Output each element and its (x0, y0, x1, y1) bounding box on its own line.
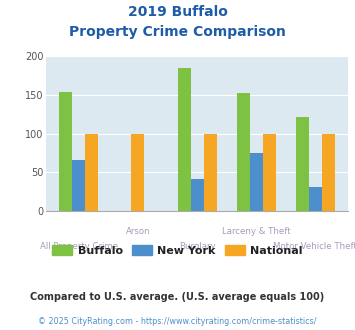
Legend: Buffalo, New York, National: Buffalo, New York, National (48, 240, 307, 260)
Bar (263, 134, 276, 211)
Bar (131, 134, 144, 211)
Text: Arson: Arson (126, 227, 150, 236)
Bar (59, 92, 72, 211)
Text: Motor Vehicle Theft: Motor Vehicle Theft (273, 242, 355, 251)
Text: All Property Crime: All Property Crime (40, 242, 118, 251)
Bar (191, 179, 203, 211)
Bar (72, 160, 85, 211)
Text: Larceny & Theft: Larceny & Theft (222, 227, 290, 236)
Bar (237, 93, 250, 211)
Bar (85, 134, 98, 211)
Text: © 2025 CityRating.com - https://www.cityrating.com/crime-statistics/: © 2025 CityRating.com - https://www.city… (38, 317, 317, 326)
Text: Property Crime Comparison: Property Crime Comparison (69, 25, 286, 39)
Bar (322, 134, 335, 211)
Text: Burglary: Burglary (179, 242, 215, 251)
Bar (203, 134, 217, 211)
Text: 2019 Buffalo: 2019 Buffalo (127, 5, 228, 19)
Text: Compared to U.S. average. (U.S. average equals 100): Compared to U.S. average. (U.S. average … (31, 292, 324, 302)
Bar (309, 187, 322, 211)
Bar (250, 153, 263, 211)
Bar (178, 68, 191, 211)
Bar (296, 117, 309, 211)
